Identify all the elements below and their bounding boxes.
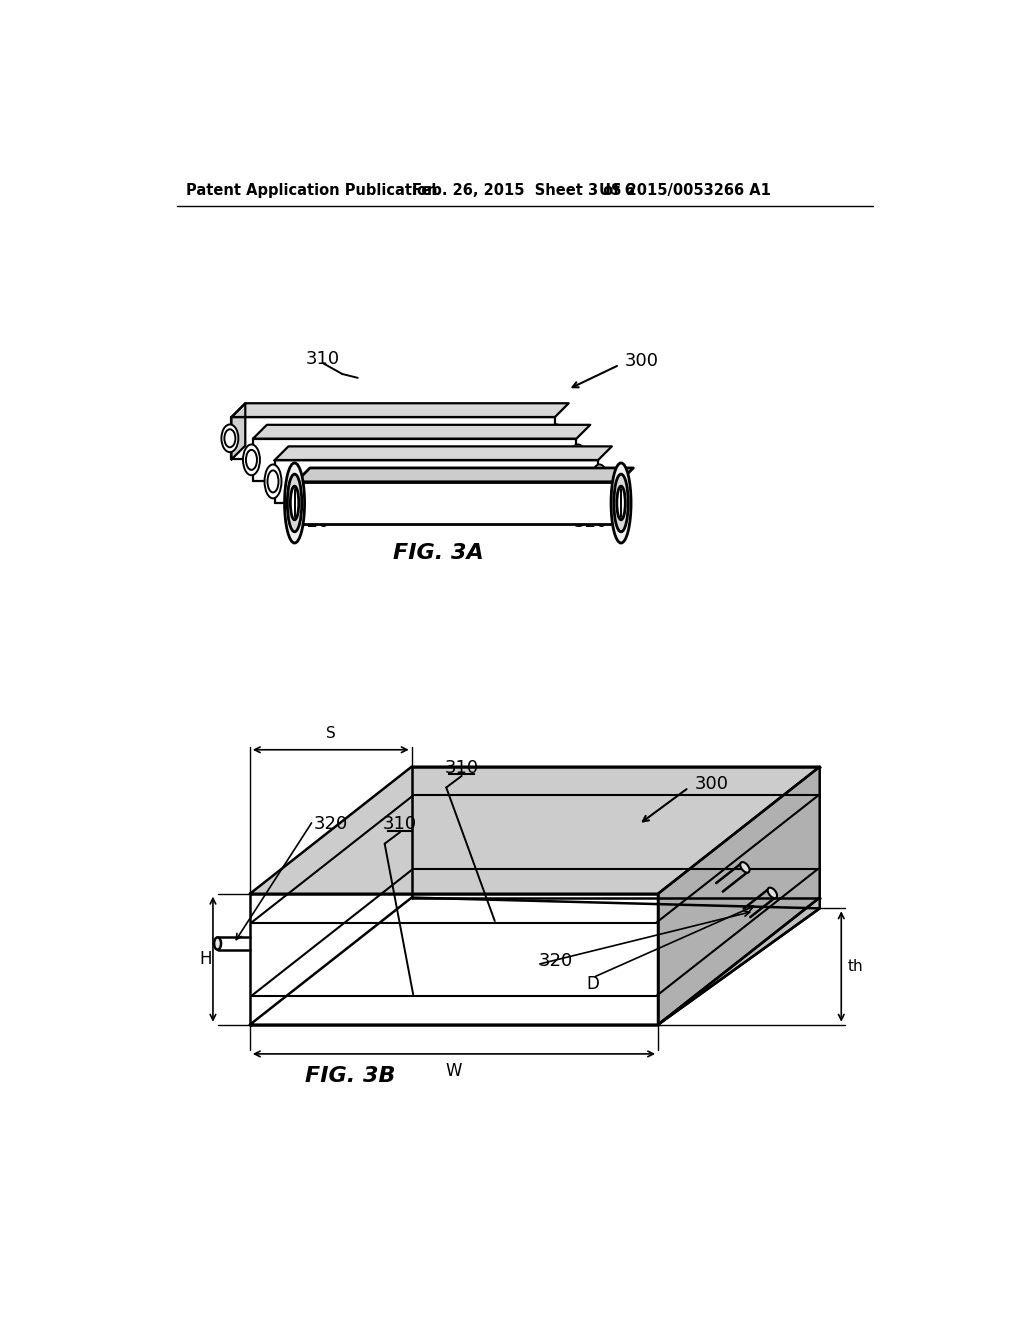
Text: 300: 300	[625, 352, 658, 370]
Ellipse shape	[246, 450, 257, 470]
Polygon shape	[296, 482, 620, 524]
Text: 310: 310	[444, 759, 479, 777]
Polygon shape	[253, 425, 590, 438]
Ellipse shape	[572, 450, 584, 470]
Ellipse shape	[569, 445, 587, 475]
Text: 320: 320	[313, 816, 348, 833]
Text: 310: 310	[383, 816, 417, 833]
Text: FIG. 3B: FIG. 3B	[305, 1067, 395, 1086]
Polygon shape	[658, 898, 819, 1024]
Ellipse shape	[243, 445, 260, 475]
Polygon shape	[296, 469, 634, 482]
Ellipse shape	[594, 470, 605, 492]
Polygon shape	[231, 404, 568, 417]
Text: Patent Application Publication: Patent Application Publication	[186, 183, 437, 198]
Text: 320: 320	[573, 513, 608, 531]
Text: Feb. 26, 2015  Sheet 3 of 6: Feb. 26, 2015 Sheet 3 of 6	[412, 183, 635, 198]
Ellipse shape	[613, 474, 629, 532]
Text: H: H	[199, 950, 212, 968]
Text: S: S	[326, 726, 336, 741]
Text: 300: 300	[694, 775, 728, 792]
Ellipse shape	[548, 425, 565, 453]
Text: th: th	[848, 960, 863, 974]
Ellipse shape	[611, 463, 631, 543]
Polygon shape	[231, 417, 555, 459]
Text: D: D	[586, 975, 599, 993]
Ellipse shape	[264, 465, 282, 499]
Polygon shape	[250, 898, 819, 1024]
Polygon shape	[253, 438, 577, 480]
Polygon shape	[250, 894, 658, 1024]
Text: 310: 310	[433, 495, 467, 512]
Ellipse shape	[288, 474, 302, 532]
Text: US 2015/0053266 A1: US 2015/0053266 A1	[599, 183, 771, 198]
Polygon shape	[250, 767, 819, 894]
Ellipse shape	[291, 486, 299, 520]
Ellipse shape	[740, 862, 750, 873]
Text: 310: 310	[306, 350, 340, 367]
Polygon shape	[658, 767, 819, 1024]
Ellipse shape	[551, 429, 562, 447]
Polygon shape	[274, 461, 598, 503]
Ellipse shape	[224, 429, 236, 447]
Ellipse shape	[616, 486, 626, 520]
Text: 320: 320	[539, 952, 572, 970]
Ellipse shape	[221, 425, 239, 453]
Ellipse shape	[267, 470, 279, 492]
Polygon shape	[274, 446, 611, 461]
Ellipse shape	[591, 465, 608, 499]
Ellipse shape	[214, 937, 221, 949]
Text: FIG. 3A: FIG. 3A	[393, 543, 484, 562]
Ellipse shape	[768, 887, 777, 898]
Text: W: W	[445, 1061, 462, 1080]
Text: 320: 320	[296, 513, 330, 531]
Polygon shape	[231, 404, 246, 459]
Ellipse shape	[285, 463, 304, 543]
